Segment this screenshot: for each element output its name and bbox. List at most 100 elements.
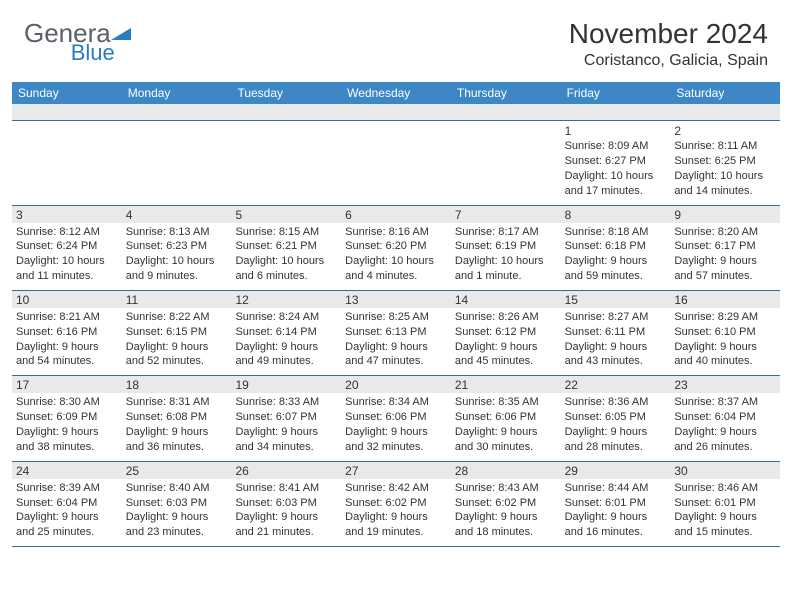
sunrise-text: Sunrise: 8:15 AM [235, 225, 337, 240]
daylight-text: Daylight: 9 hours and 16 minutes. [565, 510, 667, 540]
day-content: Sunrise: 8:20 AMSunset: 6:17 PMDaylight:… [670, 223, 780, 290]
day-number: 11 [122, 291, 232, 308]
daylight-text: Daylight: 9 hours and 18 minutes. [455, 510, 557, 540]
daylight-text: Daylight: 9 hours and 34 minutes. [235, 425, 337, 455]
week-row: 24Sunrise: 8:39 AMSunset: 6:04 PMDayligh… [12, 462, 780, 547]
day-cell: 28Sunrise: 8:43 AMSunset: 6:02 PMDayligh… [451, 462, 561, 546]
day-cell: 24Sunrise: 8:39 AMSunset: 6:04 PMDayligh… [12, 462, 122, 546]
daylight-text: Daylight: 9 hours and 19 minutes. [345, 510, 447, 540]
day-cell: 19Sunrise: 8:33 AMSunset: 6:07 PMDayligh… [231, 376, 341, 460]
sunset-text: Sunset: 6:21 PM [235, 239, 337, 254]
day-cell: 5 Sunrise: 8:15 AMSunset: 6:21 PMDaylight… [231, 206, 341, 290]
sunset-text: Sunset: 6:08 PM [126, 410, 228, 425]
day-content: Sunrise: 8:22 AMSunset: 6:15 PMDaylight:… [122, 308, 232, 375]
day-number: 23 [670, 376, 780, 393]
sunrise-text: Sunrise: 8:34 AM [345, 395, 447, 410]
daylight-text: Daylight: 10 hours and 17 minutes. [565, 169, 667, 199]
daylight-text: Daylight: 10 hours and 4 minutes. [345, 254, 447, 284]
week-row: 17Sunrise: 8:30 AMSunset: 6:09 PMDayligh… [12, 376, 780, 461]
day-cell: 21Sunrise: 8:35 AMSunset: 6:06 PMDayligh… [451, 376, 561, 460]
header: Genera Blue November 2024 Coristanco, Ga… [0, 0, 792, 74]
sunset-text: Sunset: 6:06 PM [345, 410, 447, 425]
day-content: Sunrise: 8:36 AMSunset: 6:05 PMDaylight:… [561, 393, 671, 460]
day-number: 1 [565, 123, 667, 139]
day-number: 25 [122, 462, 232, 479]
sunrise-text: Sunrise: 8:36 AM [565, 395, 667, 410]
day-content: Sunrise: 8:33 AMSunset: 6:07 PMDaylight:… [231, 393, 341, 460]
daylight-text: Daylight: 9 hours and 38 minutes. [16, 425, 118, 455]
day-number: 8 [561, 206, 671, 223]
sunrise-text: Sunrise: 8:25 AM [345, 310, 447, 325]
sunset-text: Sunset: 6:19 PM [455, 239, 557, 254]
day-cell: 29Sunrise: 8:44 AMSunset: 6:01 PMDayligh… [561, 462, 671, 546]
sunset-text: Sunset: 6:17 PM [674, 239, 776, 254]
day-content: Sunrise: 8:16 AMSunset: 6:20 PMDaylight:… [341, 223, 451, 290]
day-number: 20 [341, 376, 451, 393]
day-content: Sunrise: 8:39 AMSunset: 6:04 PMDaylight:… [12, 479, 122, 546]
day-cell: 9Sunrise: 8:20 AMSunset: 6:17 PMDaylight… [670, 206, 780, 290]
sunrise-text: Sunrise: 8:17 AM [455, 225, 557, 240]
daylight-text: Daylight: 9 hours and 15 minutes. [674, 510, 776, 540]
sunrise-text: Sunrise: 8:44 AM [565, 481, 667, 496]
day-cell: 23Sunrise: 8:37 AMSunset: 6:04 PMDayligh… [670, 376, 780, 460]
day-number: 10 [12, 291, 122, 308]
day-content: Sunrise: 8:44 AMSunset: 6:01 PMDaylight:… [561, 479, 671, 546]
sunset-text: Sunset: 6:03 PM [126, 496, 228, 511]
sunrise-text: Sunrise: 8:26 AM [455, 310, 557, 325]
daylight-text: Daylight: 9 hours and 52 minutes. [126, 340, 228, 370]
day-number: 9 [670, 206, 780, 223]
calendar: SundayMondayTuesdayWednesdayThursdayFrid… [0, 74, 792, 547]
day-number: 24 [12, 462, 122, 479]
weekday-header-cell: Sunday [12, 82, 122, 104]
day-number: 28 [451, 462, 561, 479]
day-number: 4 [122, 206, 232, 223]
sunset-text: Sunset: 6:18 PM [565, 239, 667, 254]
sunrise-text: Sunrise: 8:31 AM [126, 395, 228, 410]
sunrise-text: Sunrise: 8:11 AM [674, 139, 776, 154]
day-cell: 6Sunrise: 8:16 AMSunset: 6:20 PMDaylight… [341, 206, 451, 290]
day-cell-empty [451, 121, 561, 205]
sunset-text: Sunset: 6:14 PM [235, 325, 337, 340]
sunset-text: Sunset: 6:27 PM [565, 154, 667, 169]
daylight-text: Daylight: 9 hours and 45 minutes. [455, 340, 557, 370]
day-number: 17 [12, 376, 122, 393]
day-content: Sunrise: 8:40 AMSunset: 6:03 PMDaylight:… [122, 479, 232, 546]
weekday-header-row: SundayMondayTuesdayWednesdayThursdayFrid… [12, 82, 780, 104]
sunset-text: Sunset: 6:02 PM [345, 496, 447, 511]
sunrise-text: Sunrise: 8:12 AM [16, 225, 118, 240]
sunset-text: Sunset: 6:10 PM [674, 325, 776, 340]
day-cell: 16Sunrise: 8:29 AMSunset: 6:10 PMDayligh… [670, 291, 780, 375]
day-content: Sunrise: 8:41 AMSunset: 6:03 PMDaylight:… [231, 479, 341, 546]
sunset-text: Sunset: 6:23 PM [126, 239, 228, 254]
daylight-text: Daylight: 9 hours and 43 minutes. [565, 340, 667, 370]
week-row: 1Sunrise: 8:09 AMSunset: 6:27 PMDaylight… [12, 121, 780, 206]
sunset-text: Sunset: 6:24 PM [16, 239, 118, 254]
day-content: Sunrise: 8:46 AMSunset: 6:01 PMDaylight:… [670, 479, 780, 546]
day-number: 26 [231, 462, 341, 479]
logo: Genera Blue [24, 18, 177, 49]
day-number: 6 [341, 206, 451, 223]
sunset-text: Sunset: 6:07 PM [235, 410, 337, 425]
sunset-text: Sunset: 6:04 PM [674, 410, 776, 425]
day-content: Sunrise: 8:42 AMSunset: 6:02 PMDaylight:… [341, 479, 451, 546]
day-content: Sunrise: 8:29 AMSunset: 6:10 PMDaylight:… [670, 308, 780, 375]
sunset-text: Sunset: 6:15 PM [126, 325, 228, 340]
day-number: 27 [341, 462, 451, 479]
daylight-text: Daylight: 9 hours and 59 minutes. [565, 254, 667, 284]
sunrise-text: Sunrise: 8:27 AM [565, 310, 667, 325]
day-content: Sunrise: 8:13 AMSunset: 6:23 PMDaylight:… [122, 223, 232, 290]
day-number: 29 [561, 462, 671, 479]
daylight-text: Daylight: 10 hours and 6 minutes. [235, 254, 337, 284]
day-cell: 18Sunrise: 8:31 AMSunset: 6:08 PMDayligh… [122, 376, 232, 460]
day-cell: 15Sunrise: 8:27 AMSunset: 6:11 PMDayligh… [561, 291, 671, 375]
day-content: Sunrise: 8:24 AMSunset: 6:14 PMDaylight:… [231, 308, 341, 375]
daylight-text: Daylight: 9 hours and 23 minutes. [126, 510, 228, 540]
day-number: 21 [451, 376, 561, 393]
sunrise-text: Sunrise: 8:22 AM [126, 310, 228, 325]
day-content: Sunrise: 8:26 AMSunset: 6:12 PMDaylight:… [451, 308, 561, 375]
day-content: Sunrise: 8:21 AMSunset: 6:16 PMDaylight:… [12, 308, 122, 375]
weekday-header-cell: Friday [561, 82, 671, 104]
day-cell: 14Sunrise: 8:26 AMSunset: 6:12 PMDayligh… [451, 291, 561, 375]
week-row: 10Sunrise: 8:21 AMSunset: 6:16 PMDayligh… [12, 291, 780, 376]
day-number: 5 [231, 206, 341, 223]
